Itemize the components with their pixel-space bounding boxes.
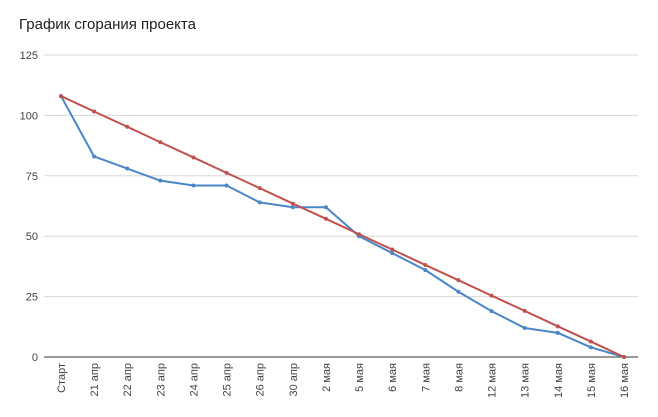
data-point [191,183,196,188]
data-point [423,268,428,273]
data-point [423,262,428,267]
data-point [323,216,328,221]
series-line-1 [60,95,625,358]
x-tick-label: 30 апр [288,363,300,396]
data-point [92,154,97,159]
data-point [522,308,527,313]
x-tick-label: Старт [56,363,68,393]
x-tick-label: 8 мая [453,363,465,392]
data-point [489,293,494,298]
data-point [357,232,362,237]
data-point [158,178,163,183]
data-point [588,339,593,344]
y-axis-labels: 0 25 50 75 100 125 [20,50,38,364]
x-tick-label: 15 мая [586,363,598,398]
data-point [588,345,593,350]
data-point [390,247,395,252]
gridlines [44,54,638,358]
y-tick-label: 125 [20,50,38,62]
x-tick-label: 14 мая [553,363,565,398]
x-tick-label: 2 мая [321,363,333,392]
x-tick-label: 23 апр [155,363,167,396]
x-tick-label: 5 мая [354,363,366,392]
x-tick-label: 7 мая [420,363,432,392]
x-axis-labels: Старт 21 апр 22 апр 23 апр 24 апр 25 апр 26 ап… [56,363,631,398]
data-point [456,289,461,294]
x-tick-label: 13 мая [520,363,532,398]
data-point [257,200,262,205]
data-point [555,324,560,329]
y-tick-label: 0 [32,352,38,364]
series-line-2 [60,95,625,358]
data-point [92,109,97,114]
data-point [555,330,560,335]
x-tick-label: 22 апр [122,363,134,396]
data-point [622,355,626,359]
data-point [224,170,229,175]
data-point [158,140,163,145]
series-lines [59,94,626,359]
data-point [456,278,461,283]
x-tick-label: 21 апр [89,363,101,396]
x-tick-label: 26 апр [255,363,267,396]
x-tick-label: 16 мая [619,363,631,398]
data-point [125,166,130,171]
y-tick-label: 100 [20,110,38,122]
data-point [59,94,63,99]
data-point [290,205,295,210]
chart-title: График сгорания проекта [19,16,196,33]
x-tick-label: 24 апр [188,363,200,396]
x-tick-label: 6 мая [387,363,399,392]
x-tick-label: 25 апр [222,363,234,396]
data-point [290,201,295,206]
data-point [224,183,229,188]
y-tick-label: 75 [26,171,38,183]
x-tick-label: 12 мая [487,363,499,398]
data-point [323,205,328,210]
data-point [522,326,527,331]
data-point [191,155,196,160]
data-point [257,186,262,191]
y-tick-label: 50 [26,231,38,243]
y-tick-label: 25 [26,292,38,304]
data-point [390,251,395,256]
data-point [489,309,494,314]
data-point [125,124,130,129]
